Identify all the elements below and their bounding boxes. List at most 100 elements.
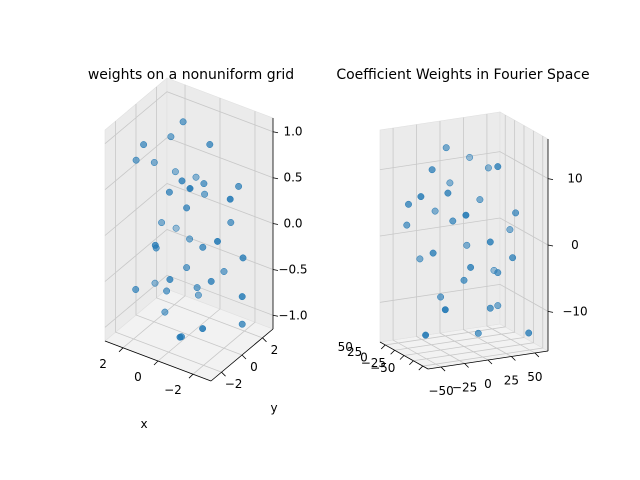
- y-gridline: [486, 113, 536, 354]
- y-tick: [464, 363, 469, 368]
- data-point: [193, 284, 201, 292]
- data-point: [199, 325, 207, 333]
- y-axis-label: y: [270, 401, 277, 415]
- data-point: [183, 204, 191, 212]
- data-point: [238, 293, 246, 301]
- data-point: [422, 331, 430, 339]
- z-tick: [547, 310, 554, 313]
- y-tick-label: 50: [527, 370, 542, 384]
- data-point: [428, 166, 436, 174]
- data-point: [167, 133, 175, 141]
- z-tick-label: 1.0: [283, 125, 302, 139]
- x-gridline: [394, 120, 516, 351]
- x-tick: [399, 355, 405, 360]
- x-tick-label: −50: [370, 361, 395, 375]
- x-tick: [390, 349, 395, 355]
- x-gridline: [403, 125, 525, 356]
- y-tick-label: 0: [484, 377, 492, 391]
- data-point: [494, 269, 502, 277]
- y-tick: [241, 354, 247, 360]
- y-gridline: [115, 121, 222, 373]
- x-tick: [380, 344, 386, 350]
- y-tick: [262, 337, 267, 343]
- data-point: [466, 153, 474, 161]
- data-point: [494, 302, 502, 310]
- data-point: [194, 291, 202, 299]
- y-tick: [511, 356, 516, 361]
- data-point: [486, 238, 494, 246]
- data-point: [474, 329, 482, 337]
- data-point: [484, 164, 492, 172]
- z-tick: [272, 131, 279, 134]
- data-point: [235, 182, 243, 190]
- x-tick: [118, 347, 124, 353]
- x-tick-label: 25: [347, 345, 362, 359]
- data-point: [442, 144, 450, 152]
- y-tick-label: −50: [428, 384, 453, 398]
- z-tick: [547, 244, 554, 247]
- data-point: [183, 264, 191, 272]
- data-point: [178, 177, 186, 185]
- data-point: [239, 254, 247, 262]
- y-gridline: [392, 128, 442, 368]
- y-tick: [534, 352, 540, 358]
- z-gridline: [104, 137, 274, 191]
- x-gridline: [122, 84, 186, 349]
- data-point: [200, 180, 208, 188]
- y-tick-label: 25: [504, 373, 519, 387]
- data-point: [509, 254, 517, 262]
- data-point: [171, 168, 179, 176]
- z-tick-label: −10: [562, 304, 587, 318]
- chart-title: Coefficient Weights in Fourier Space: [336, 67, 589, 83]
- data-point: [186, 235, 194, 243]
- x-tick-label: 50: [338, 340, 353, 354]
- data-point: [403, 221, 411, 229]
- data-point: [506, 226, 514, 234]
- x-tick-label: 2: [99, 357, 107, 371]
- data-point: [186, 185, 194, 192]
- data-point: [490, 266, 498, 274]
- x-tick: [188, 373, 194, 379]
- z-gridline: [379, 283, 549, 312]
- data-point: [441, 306, 449, 314]
- data-point: [192, 173, 200, 181]
- x-axis-label: x: [140, 417, 147, 431]
- data-point: [132, 156, 140, 164]
- y-tick-label: −2: [225, 377, 243, 391]
- data-point: [467, 263, 475, 271]
- x-tick: [153, 360, 159, 366]
- data-point: [151, 279, 159, 287]
- z-gridline: [104, 274, 274, 328]
- data-point: [201, 190, 209, 198]
- data-point: [444, 189, 452, 197]
- y-gridline: [439, 121, 489, 361]
- data-point: [140, 141, 148, 149]
- z-tick-label: 10: [567, 172, 582, 186]
- x-tick-label: −25: [361, 356, 386, 370]
- data-point: [227, 219, 235, 226]
- data-point: [429, 249, 437, 257]
- data-point: [199, 243, 207, 251]
- data-point: [431, 207, 439, 215]
- data-point: [417, 193, 425, 201]
- y-gridline: [462, 117, 512, 357]
- data-point: [158, 219, 166, 227]
- z-tick-label: 0: [571, 238, 579, 252]
- z-gridline: [379, 217, 549, 246]
- data-point: [132, 286, 140, 293]
- data-point: [238, 320, 246, 328]
- x-gridline: [157, 98, 221, 362]
- y-gridline: [135, 104, 243, 356]
- z-gridline: [104, 183, 274, 236]
- data-point: [494, 163, 502, 171]
- data-point: [405, 200, 412, 208]
- data-point: [437, 293, 445, 301]
- y-tick-label: 0: [250, 360, 258, 374]
- data-point: [178, 333, 185, 341]
- data-point: [152, 244, 160, 252]
- data-point: [206, 141, 214, 148]
